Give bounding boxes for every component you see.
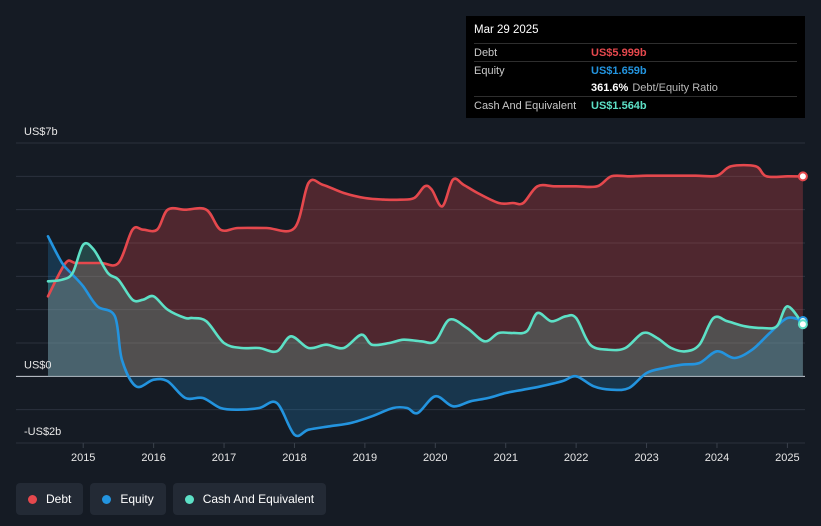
tooltip-equity-value: US$1.659b xyxy=(591,65,647,77)
x-tick-label: 2022 xyxy=(564,452,588,464)
y-tick-label: US$0 xyxy=(24,359,52,371)
tooltip-debt-label: Debt xyxy=(474,47,498,59)
chart-legend: Debt Equity Cash And Equivalent xyxy=(16,483,327,515)
legend-item-debt[interactable]: Debt xyxy=(16,483,84,515)
x-axis-labels: 2015 2016 2017 2018 2019 2020 2021 2022 2023 2024… xyxy=(71,452,800,464)
tooltip-cash-label: Cash And Equivalent xyxy=(474,100,577,112)
x-tick-label: 2016 xyxy=(141,452,165,464)
legend-dot-cash-icon xyxy=(184,494,194,504)
legend-dot-equity-icon xyxy=(102,494,112,504)
x-tick-label: 2019 xyxy=(353,452,377,464)
x-tick-label: 2023 xyxy=(634,452,658,464)
chart-tooltip: Mar 29 2025 Debt US$5.999b Equity US$1.6… xyxy=(466,16,805,118)
tooltip-equity-label: Equity xyxy=(474,65,505,77)
tooltip-debt-value: US$5.999b xyxy=(591,47,647,59)
legend-item-equity[interactable]: Equity xyxy=(90,483,166,515)
tooltip-date: Mar 29 2025 xyxy=(474,24,539,36)
series-areas xyxy=(48,165,803,437)
x-tick-label: 2017 xyxy=(212,452,236,464)
x-tick-label: 2024 xyxy=(705,452,729,464)
tooltip-row-debt: Debt US$5.999b xyxy=(474,43,797,61)
tooltip-ratio-value: 361.6% xyxy=(591,82,629,94)
tooltip-row-ratio: 361.6% Debt/Equity Ratio xyxy=(474,79,797,96)
y-tick-label: US$7b xyxy=(24,126,58,138)
x-tick-label: 2025 xyxy=(775,452,799,464)
tooltip-ratio-label: Debt/Equity Ratio xyxy=(632,82,718,94)
legend-label-equity: Equity xyxy=(120,492,154,506)
area-equity xyxy=(48,236,803,437)
line-debt xyxy=(46,163,805,298)
tooltip-row-cash: Cash And Equivalent US$1.564b xyxy=(474,96,797,114)
x-tick-label: 2018 xyxy=(282,452,306,464)
series-lines xyxy=(46,163,805,438)
marker-cash-and-equivalent xyxy=(797,319,808,330)
y-axis-labels: US$7b US$0 -US$2b xyxy=(24,126,61,438)
tooltip-cash-value: US$1.564b xyxy=(591,100,647,112)
legend-dot-debt-icon xyxy=(28,494,37,504)
x-tick-label: 2020 xyxy=(423,452,447,464)
x-tick-label: 2015 xyxy=(71,452,95,464)
marker-debt xyxy=(797,171,808,182)
legend-item-cash[interactable]: Cash And Equivalent xyxy=(172,483,327,515)
hover-markers xyxy=(797,171,808,330)
x-tick-label: 2021 xyxy=(493,452,517,464)
area-debt xyxy=(48,165,803,377)
legend-label-debt: Debt xyxy=(46,492,72,506)
y-tick-label: -US$2b xyxy=(24,426,61,438)
line-cash-and-equivalent xyxy=(46,241,805,354)
line-equity xyxy=(46,235,805,438)
legend-label-cash: Cash And Equivalent xyxy=(202,492,315,506)
tooltip-row-equity: Equity US$1.659b xyxy=(474,61,797,79)
grid-lines xyxy=(16,142,805,448)
